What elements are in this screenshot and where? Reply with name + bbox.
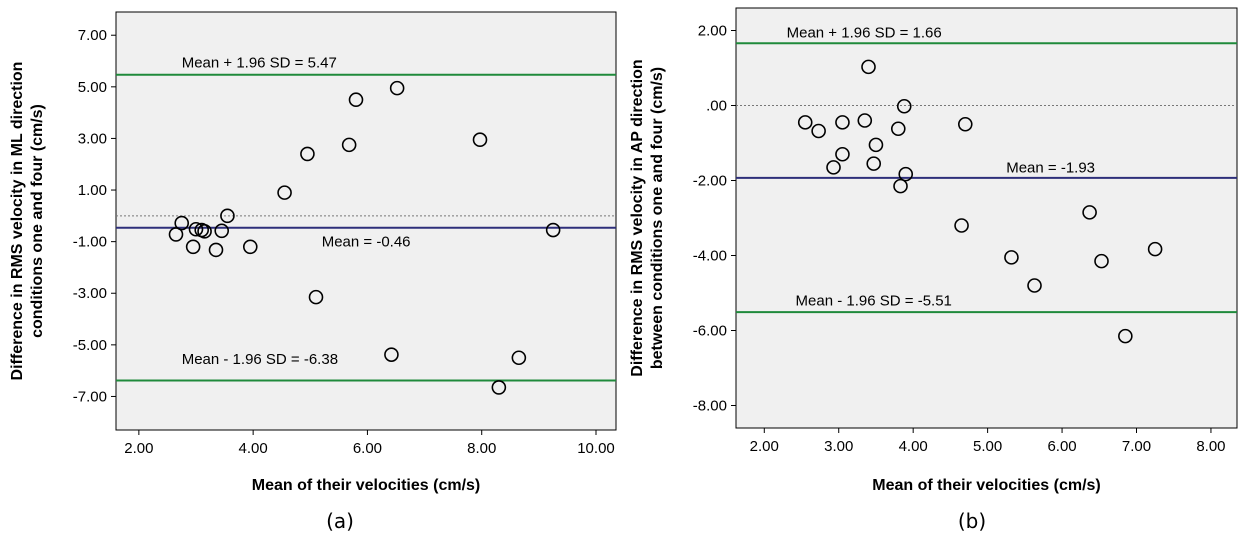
x-tick-label: 4.00 (239, 440, 268, 457)
data-point (341, 137, 357, 153)
data-point (491, 380, 507, 395)
data-point (1027, 278, 1042, 293)
data-point (797, 115, 813, 130)
y-axis-label-line: conditions one and four (cm/s) (29, 104, 46, 338)
x-tick-label: 8.00 (467, 440, 496, 457)
limit-of-agreement-label: Mean - 1.96 SD = -6.38 (182, 351, 338, 368)
y-tick-label: .00 (706, 98, 727, 115)
x-axis-label: Mean of their velocities (cm/s) (872, 477, 1101, 494)
y-axis-label-line: Difference in RMS velocity in ML directi… (9, 62, 26, 381)
data-point (1004, 250, 1019, 265)
x-axis-label: Mean of their velocities (cm/s) (252, 477, 481, 494)
x-tick-label: 3.00 (824, 438, 853, 455)
data-point (898, 166, 914, 182)
data-point (861, 59, 876, 75)
data-point (308, 289, 324, 305)
data-point (197, 224, 212, 239)
y-tick-label: 3.00 (78, 130, 107, 147)
y-tick-label: -1.00 (73, 234, 107, 251)
data-point (1118, 328, 1133, 344)
data-point (890, 121, 906, 137)
x-tick-label: 2.00 (124, 440, 153, 457)
data-point (348, 92, 364, 108)
x-tick-label: 4.00 (899, 438, 928, 455)
data-point (214, 223, 230, 239)
data-point (511, 350, 527, 366)
plot-area (735, 7, 1238, 429)
limit-of-agreement-label: Mean + 1.96 SD = 1.66 (787, 24, 942, 41)
data-point (220, 208, 235, 224)
chart-panel-a: 7.00 5.00 3.00 1.00 -1.00 -3.00 -5.00 -7.00 2.00… (9, 11, 617, 533)
data-point (1147, 241, 1163, 257)
y-tick-label: -4.00 (693, 248, 727, 265)
x-tick-label: 5.00 (973, 438, 1002, 455)
data-point (277, 185, 292, 200)
y-tick-label: 7.00 (78, 27, 107, 44)
y-tick-label: -2.00 (693, 173, 727, 190)
data-point (384, 347, 399, 362)
data-point (826, 160, 841, 175)
data-point (811, 123, 826, 139)
y-axis-label-line: between conditions one and four (cm/s) (649, 67, 666, 369)
y-tick-label: 2.00 (698, 23, 727, 40)
x-tick-label: 6.00 (353, 440, 382, 457)
y-tick-label: 1.00 (78, 182, 107, 199)
data-point (866, 156, 882, 171)
data-point (868, 137, 884, 153)
data-point (185, 239, 201, 255)
plot-area (115, 11, 617, 431)
data-point (1094, 253, 1109, 269)
limit-of-agreement-label: Mean - 1.96 SD = -5.51 (796, 293, 952, 310)
x-tick-label: 10.00 (577, 440, 615, 457)
y-tick-label: 5.00 (78, 79, 107, 96)
panel-label: (a) (326, 509, 354, 533)
data-point (545, 222, 561, 238)
y-tick-label: -8.00 (693, 398, 727, 415)
y-tick-label: -5.00 (73, 337, 107, 354)
data-point (835, 115, 850, 130)
chart-panel-b: 2.00 .00 -2.00 -4.00 -6.00 -8.00 2.00 3.00 4.00 5… (629, 7, 1238, 533)
data-point (893, 178, 908, 194)
panel-label: (b) (958, 509, 986, 533)
data-point (957, 116, 973, 132)
x-tick-label: 7.00 (1122, 438, 1151, 455)
data-point (954, 218, 969, 233)
mean-difference-label: Mean = -1.93 (1006, 159, 1095, 176)
data-point (174, 215, 190, 231)
y-tick-label: -7.00 (73, 388, 107, 405)
data-point (208, 242, 224, 258)
x-tick-label: 8.00 (1196, 438, 1225, 455)
data-point (472, 132, 488, 148)
x-tick-label: 6.00 (1047, 438, 1076, 455)
x-tick-label: 2.00 (750, 438, 779, 455)
data-point (896, 98, 912, 114)
data-point (835, 146, 850, 162)
data-point (1082, 205, 1097, 220)
mean-difference-label: Mean = -0.46 (322, 234, 411, 251)
y-tick-label: -6.00 (693, 323, 727, 340)
data-point (389, 80, 405, 96)
data-point (300, 146, 315, 162)
data-point (242, 239, 258, 255)
y-axis-label-line: Difference in RMS velocity in AP directi… (629, 59, 646, 376)
data-point (168, 227, 184, 242)
limit-of-agreement-label: Mean + 1.96 SD = 5.47 (182, 54, 337, 71)
data-point (857, 113, 873, 128)
y-tick-label: -3.00 (73, 285, 107, 302)
data-point (188, 221, 204, 237)
